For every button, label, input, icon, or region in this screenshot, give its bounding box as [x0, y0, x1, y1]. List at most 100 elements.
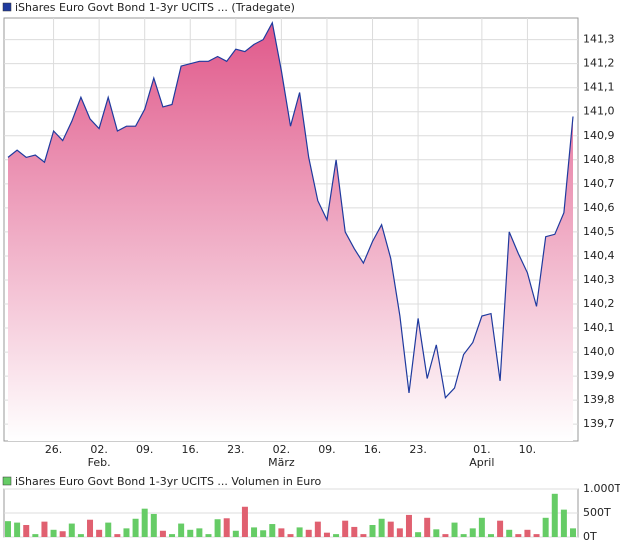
volume-bar [469, 528, 476, 537]
volume-bar [396, 528, 403, 537]
volume-bar [442, 534, 449, 537]
volume-bar [41, 521, 48, 537]
volume-bar [460, 534, 467, 537]
volume-bar [333, 534, 340, 537]
volume-bar [132, 518, 139, 537]
y-tick-label: 139,9 [583, 369, 615, 382]
y-tick-label: 0T [583, 530, 597, 543]
volume-bar [159, 530, 166, 537]
volume-bar [451, 522, 458, 537]
volume-bar [551, 493, 558, 537]
legend-swatch [2, 476, 12, 486]
volume-bar [378, 518, 385, 537]
y-tick-label: 140,8 [583, 153, 615, 166]
legend-label: iShares Euro Govt Bond 1-3yr UCITS ... V… [15, 475, 322, 488]
price-line [7, 21, 574, 399]
volume-bar [533, 534, 540, 537]
volume-bar [314, 521, 321, 537]
volume-bar [223, 518, 230, 537]
volume-bar [342, 520, 349, 537]
y-tick-label: 139,7 [583, 417, 615, 430]
volume-bar [114, 534, 121, 537]
y-tick-label: 141,0 [583, 105, 615, 118]
legend-swatch [2, 2, 12, 12]
x-tick-label: 16. [364, 443, 382, 456]
volume-bar [68, 523, 75, 537]
volume-bar [205, 534, 212, 537]
y-tick-label: 140,3 [583, 273, 615, 286]
volume-bar [251, 527, 258, 537]
volume-bar [59, 531, 66, 537]
x-tick-label: 09. [136, 443, 154, 456]
volume-bar [278, 528, 285, 537]
x-tick-label: 10. [519, 443, 537, 456]
volume-bar [196, 528, 203, 537]
y-tick-label: 140,6 [583, 201, 615, 214]
x-tick-label: 01. [473, 443, 491, 456]
volume-bar [424, 517, 431, 537]
volume-bar [169, 534, 176, 537]
volume-bar [241, 506, 248, 537]
volume-bar [415, 532, 422, 537]
volume-bar [360, 534, 367, 537]
volume-bar [260, 530, 267, 537]
x-tick-label: 02. [90, 443, 108, 456]
volume-bar [50, 529, 57, 537]
volume-bar [570, 528, 576, 537]
y-tick-label: 141,3 [583, 33, 615, 46]
y-tick-label: 140,7 [583, 177, 615, 190]
volume-bar [351, 526, 358, 537]
volume-bar [506, 529, 513, 537]
volume-bar [515, 534, 522, 537]
volume-bar [478, 517, 485, 537]
volume-bar [187, 529, 194, 537]
volume-bar [123, 528, 130, 537]
y-tick-label: 140,4 [583, 249, 615, 262]
y-tick-label: 140,1 [583, 321, 615, 334]
legend-label: iShares Euro Govt Bond 1-3yr UCITS ... (… [15, 1, 295, 14]
volume-bar [23, 525, 30, 537]
volume-bar [305, 529, 312, 537]
volume-bar [524, 529, 531, 537]
volume-bar [269, 524, 276, 537]
volume-bar [32, 534, 39, 537]
volume-bar [105, 522, 112, 537]
x-tick-label: 16. [182, 443, 200, 456]
volume-bar [387, 521, 394, 537]
volume-bar [14, 522, 21, 537]
volume-bar [487, 534, 494, 537]
x-tick-label: 23. [409, 443, 427, 456]
volume-bar [178, 523, 185, 537]
volume-bar [232, 530, 239, 537]
volume-bar [87, 519, 94, 537]
volume-bar [405, 514, 412, 537]
x-month-label: April [469, 456, 494, 469]
y-tick-label: 1.000T [583, 482, 620, 495]
y-tick-label: 140,0 [583, 345, 615, 358]
x-tick-label: 02. [273, 443, 291, 456]
x-tick-label: 09. [318, 443, 336, 456]
y-tick-label: 141,2 [583, 57, 615, 70]
area [8, 22, 573, 442]
volume-bar [497, 520, 504, 537]
volume-bar [369, 525, 376, 537]
volume-bar [214, 519, 221, 537]
y-tick-label: 141,1 [583, 81, 615, 94]
y-tick-label: 139,8 [583, 393, 615, 406]
volume-bar [5, 521, 11, 537]
x-month-label: März [268, 456, 295, 469]
x-tick-label: 26. [45, 443, 63, 456]
y-tick-label: 140,9 [583, 129, 615, 142]
volume-bar [433, 529, 440, 537]
x-month-label: Feb. [88, 456, 111, 469]
volume-bar [287, 534, 294, 537]
volume-bar [560, 509, 567, 537]
y-tick-label: 140,5 [583, 225, 615, 238]
y-tick-label: 500T [583, 506, 611, 519]
x-tick-label: 23. [227, 443, 245, 456]
volume-bar [542, 517, 549, 537]
volume-bar [150, 513, 157, 537]
y-tick-label: 140,2 [583, 297, 615, 310]
volume-bar [323, 532, 330, 537]
